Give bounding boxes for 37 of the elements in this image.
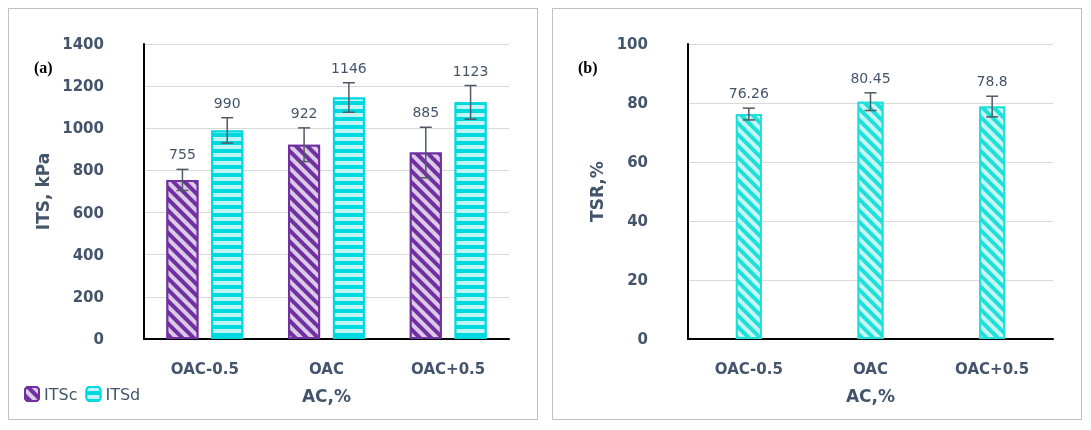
x-tick-label: OAC	[853, 359, 888, 378]
y-tick-label: 60	[627, 153, 648, 171]
text: (b)	[578, 58, 598, 77]
x-axis-title: AC,%	[301, 385, 352, 406]
y-tick-label: 20	[627, 271, 648, 289]
data-label: 755	[169, 146, 196, 163]
text: (a)	[34, 58, 53, 77]
y-tick-label: 400	[72, 245, 104, 264]
x-tick-label: OAC+0.5	[955, 359, 1030, 378]
y-tick-label: 800	[72, 161, 104, 180]
data-label: 990	[213, 94, 241, 111]
y-tick-label: 40	[627, 212, 648, 230]
y-tick-label: 0	[637, 330, 648, 348]
data-label: 922	[290, 104, 318, 121]
data-label: 1123	[452, 62, 489, 79]
legend-label: ITSc	[44, 384, 78, 404]
x-tick-label: OAC+0.5	[411, 359, 486, 378]
data-label: 1146	[331, 59, 367, 76]
y-tick-label: 200	[72, 287, 104, 306]
data-label: 885	[412, 104, 440, 121]
y-tick-label: 100	[616, 35, 648, 53]
data-label: 76.26	[728, 85, 769, 102]
x-tick-label: OAC-0.5	[170, 359, 239, 378]
y-tick-label: 1200	[62, 77, 104, 96]
y-axis-title: TSR,%	[587, 161, 608, 222]
y-tick-label: 0	[93, 330, 104, 348]
x-axis-title: AC,%	[845, 385, 896, 406]
y-tick-label: 1400	[62, 35, 104, 53]
x-tick-label: OAC-0.5	[714, 359, 783, 378]
y-tick-label: 80	[627, 94, 648, 112]
legend-label: ITSd	[105, 384, 141, 404]
y-tick-label: 600	[72, 203, 104, 222]
x-tick-label: OAC	[309, 359, 344, 378]
data-label: 80.45	[850, 69, 891, 86]
data-label: 78.8	[976, 73, 1008, 90]
y-tick-label: 1000	[62, 119, 104, 138]
y-axis-title: ITS, kPa	[32, 152, 53, 231]
